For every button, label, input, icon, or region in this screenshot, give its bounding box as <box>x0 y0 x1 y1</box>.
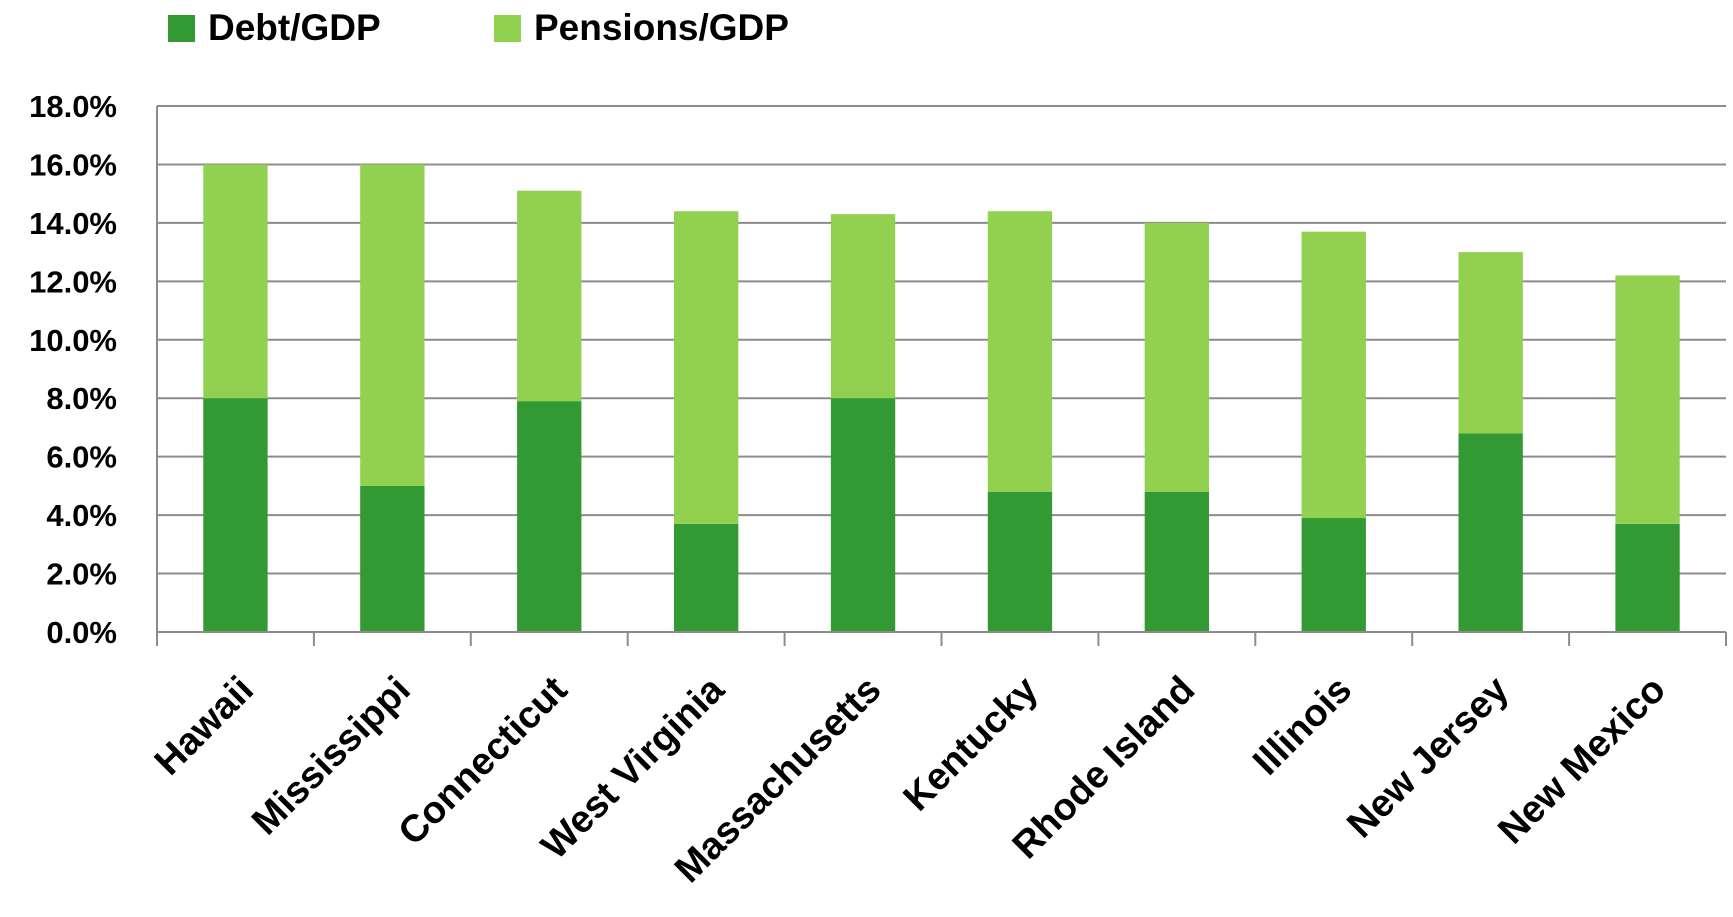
y-tick-label: 4.0% <box>46 498 117 533</box>
bar-segment <box>830 214 896 399</box>
bar-segment <box>1301 231 1366 519</box>
bar-segment <box>1615 523 1680 632</box>
bar-segment <box>830 398 896 632</box>
y-tick-label: 14.0% <box>29 206 117 241</box>
bar-segment <box>203 164 268 399</box>
x-tick-label: Mississippi <box>244 669 419 844</box>
x-tick-label: Hawaii <box>147 669 262 784</box>
bar-segment <box>517 190 582 402</box>
legend-swatch <box>494 15 521 42</box>
bar-segment <box>360 485 425 632</box>
bar-segment <box>517 401 582 632</box>
bar-segment <box>203 398 268 632</box>
y-tick-label: 2.0% <box>46 557 117 592</box>
bar-segment <box>1144 491 1210 632</box>
bar-segment <box>987 491 1053 632</box>
bar-segment <box>673 523 739 632</box>
bar-segment <box>360 164 425 486</box>
y-tick-label: 8.0% <box>46 381 117 416</box>
x-tick-label: New Mexico <box>1490 669 1674 853</box>
y-tick-label: 10.0% <box>29 323 117 358</box>
y-tick-label: 6.0% <box>46 440 117 475</box>
x-tick-label: Kentucky <box>896 669 1047 820</box>
legend-label: Pensions/GDP <box>534 7 789 48</box>
y-tick-label: 16.0% <box>29 147 117 182</box>
bar-segment <box>1458 433 1523 632</box>
legend-swatch <box>168 15 195 42</box>
bar-segment <box>1458 252 1523 434</box>
x-tick-label: New Jersey <box>1339 669 1517 847</box>
bar-segment <box>1301 518 1366 632</box>
x-tick-label: Illinois <box>1245 669 1360 784</box>
bar-segment <box>673 211 739 524</box>
y-tick-label: 0.0% <box>46 615 117 650</box>
y-tick-label: 18.0% <box>29 89 117 124</box>
y-tick-label: 12.0% <box>29 264 117 299</box>
bar-segment <box>987 211 1053 492</box>
legend-label: Debt/GDP <box>208 7 381 48</box>
bar-segment <box>1615 275 1680 524</box>
bar-segment <box>1144 222 1210 492</box>
